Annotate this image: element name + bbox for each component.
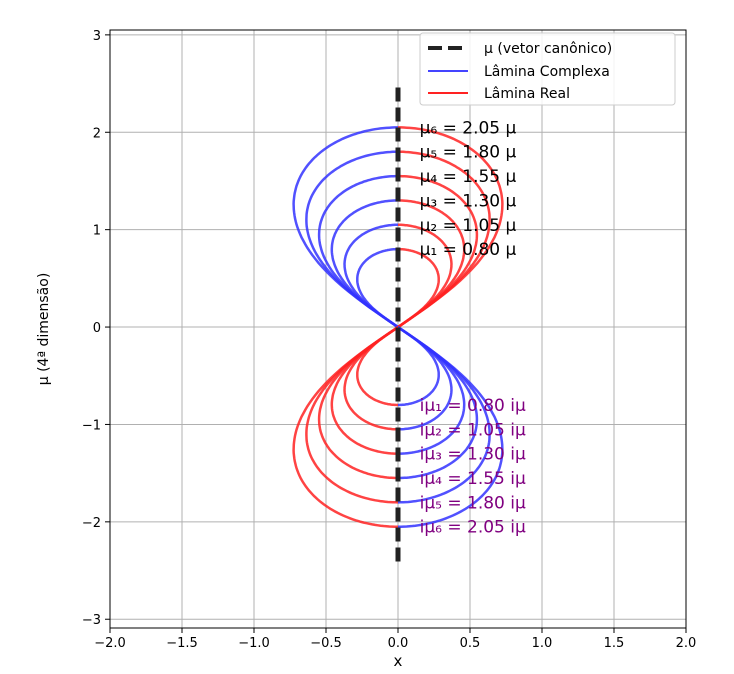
legend-label-real: Lâmina Real — [484, 86, 570, 102]
x-tick-label: 2.0 — [676, 636, 697, 651]
lower-loops-label: iμ₆ = 2.05 iμ — [420, 518, 526, 538]
upper-loops-right-curve — [397, 223, 453, 329]
y-tick-label: −1 — [82, 418, 101, 433]
legend-box — [419, 32, 676, 106]
lower-loops-left-curve — [305, 326, 399, 504]
upper-loops-label: μ₆ = 2.05 μ — [420, 118, 517, 138]
upper-loops-left-curve — [317, 174, 399, 329]
ticks: −2.0 −1.5 −1.0 −0.5 0.0 0.5 1.0 1.5 2.0 −3 −2 −1 0 1 2… — [82, 29, 697, 651]
lower-loops-right-curve — [397, 326, 453, 431]
upper-loops-label: μ₁ = 0.80 μ — [420, 240, 517, 260]
x-tick-label: 0.0 — [388, 636, 409, 651]
lower-loops-label: iμ₂ = 1.05 iμ — [420, 420, 526, 440]
x-tick-label: −0.5 — [310, 636, 342, 651]
lower-loops-label: iμ₁ = 0.80 iμ — [420, 396, 526, 416]
x-tick-label: −1.5 — [166, 636, 198, 651]
lower-loops-left-curve — [317, 326, 399, 480]
annotations: μ₁ = 0.80 μ μ₂ = 1.05 μ μ₃ = 1.30 μ μ₄ = 1.… — [420, 118, 526, 537]
lower-loops-left-curve — [330, 326, 399, 455]
y-tick-label: 2 — [93, 126, 101, 141]
upper-loops-left-curve — [292, 126, 399, 329]
upper-loops-right-curve — [397, 126, 504, 329]
y-tick-label: −3 — [82, 613, 101, 628]
lower-loops-label: iμ₄ = 1.55 iμ — [420, 469, 526, 489]
upper-loops-label: μ₃ = 1.30 μ — [420, 191, 517, 211]
legend-label-canonical: μ (vetor canônico) — [484, 41, 612, 57]
lower-loops-left-curve — [356, 326, 399, 407]
lower-loops-right-curve — [397, 326, 504, 528]
upper-loops-left-curve — [343, 223, 399, 329]
x-tick-label: −2.0 — [94, 636, 126, 651]
x-tick-label: −1.0 — [238, 636, 270, 651]
lower-loops-right-curve — [397, 326, 440, 407]
upper-loops-left-curve — [305, 150, 399, 329]
upper-loops-right-curve — [397, 174, 479, 329]
upper-loops-right-curve — [397, 150, 491, 329]
y-tick-label: 1 — [93, 224, 101, 239]
lower-loops-right-curve — [397, 326, 466, 455]
upper-loops-label: μ₂ = 1.05 μ — [420, 216, 517, 236]
upper-loops-right-curve — [397, 247, 440, 329]
x-tick-label: 0.5 — [460, 636, 481, 651]
y-tick-label: 0 — [93, 321, 101, 336]
legend-label-complex: Lâmina Complexa — [484, 64, 610, 80]
lower-loops-right-curve — [397, 326, 491, 504]
curves — [292, 87, 504, 567]
lower-loops-left-curve — [292, 326, 399, 528]
x-tick-label: 1.5 — [604, 636, 625, 651]
y-tick-label: 3 — [93, 29, 101, 44]
upper-loops-label: μ₅ = 1.80 μ — [420, 143, 517, 163]
x-axis-label: x — [394, 652, 403, 670]
x-tick-label: 1.0 — [532, 636, 553, 651]
y-tick-label: −2 — [82, 516, 101, 531]
upper-loops-left-curve — [356, 247, 399, 329]
y-axis-label: μ (4ª dimensão) — [36, 273, 52, 386]
lower-loops-right-curve — [397, 326, 479, 480]
upper-loops-right-curve — [397, 199, 466, 329]
upper-loops-left-curve — [330, 199, 399, 329]
lower-loops-left-curve — [343, 326, 399, 431]
lower-loops-label: iμ₃ = 1.30 iμ — [420, 445, 526, 465]
legend: μ (vetor canônico) Lâmina Complexa Lâmin… — [419, 32, 676, 106]
lower-loops-label: iμ₅ = 1.80 iμ — [420, 493, 526, 513]
upper-loops-label: μ₄ = 1.55 μ — [420, 167, 517, 187]
